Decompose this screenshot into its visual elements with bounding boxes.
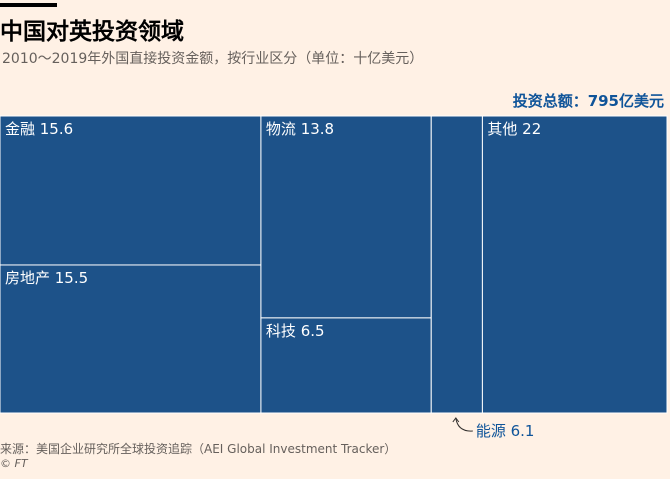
treemap-cell-finance [0,115,262,266]
cell-label-technology: 科技 6.5 [266,322,325,340]
treemap-cell-real-estate [0,264,262,414]
cell-label-real-estate: 房地产 15.5 [5,269,88,287]
source-note: 来源：美国企业研究所全球投资追踪（AEI Global Investment T… [0,442,397,456]
investment-total: 投资总额：795亿美元 [512,92,664,110]
chart-subtitle: 2010～2019年外国直接投资金额，按行业区分（单位：十亿美元） [2,51,424,67]
treemap-cell-logistics [260,115,432,319]
cell-label-finance: 金融 15.6 [5,120,73,138]
ft-credit: © FT [0,457,28,470]
chart-title: 中国对英投资领域 [0,19,184,45]
treemap-cell-other [481,115,668,414]
energy-leader-arrow [452,417,460,423]
cell-label-logistics: 物流 13.8 [266,120,334,138]
energy-leader-line [455,417,473,432]
title-accent-bar [0,3,57,7]
treemap-cell-energy [430,115,483,414]
cell-label-other: 其他 22 [487,120,541,138]
cell-label-energy: 能源 6.1 [476,422,535,440]
